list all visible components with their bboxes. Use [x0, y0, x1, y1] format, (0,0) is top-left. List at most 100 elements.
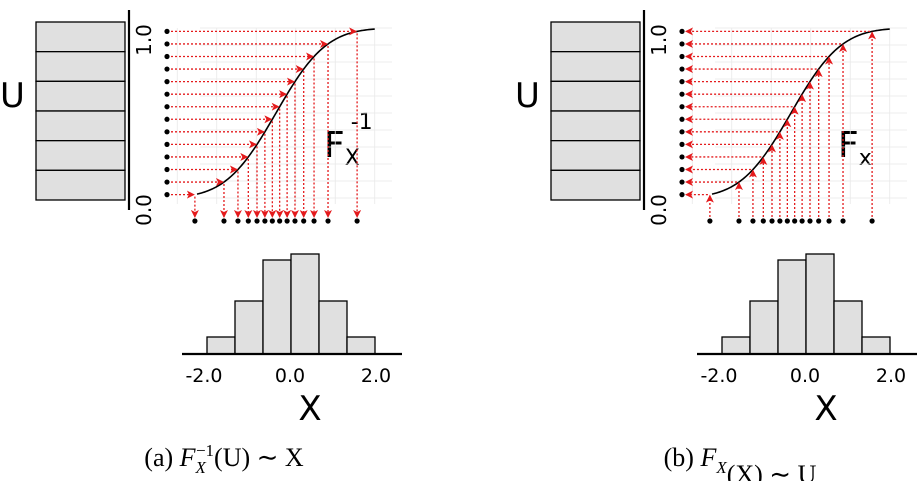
x-tick-right: 2.0 — [361, 365, 391, 387]
uniform-bar — [35, 80, 126, 112]
uniform-bar — [550, 110, 641, 142]
x-sample-dot — [235, 218, 241, 224]
uniform-bar — [35, 21, 126, 53]
x-sample-dot — [311, 218, 317, 224]
uniform-bar — [550, 21, 641, 53]
x-sample-dot — [826, 218, 832, 224]
x-hist-bar — [262, 259, 292, 355]
x-sample-dot — [707, 218, 713, 224]
u-sample-dot — [164, 141, 170, 147]
x-sample-dot — [277, 218, 283, 224]
u-sample-dot — [164, 79, 170, 85]
uniform-bar — [35, 140, 126, 171]
x-sample-dot — [354, 218, 360, 224]
uniform-bar — [35, 169, 126, 201]
u-sample-dot — [164, 116, 170, 122]
x-hist-bar — [721, 336, 751, 355]
u-sample-dot — [679, 179, 685, 185]
u-sample-dot — [679, 116, 685, 122]
x-hist-bar — [861, 336, 891, 355]
u-sample-dot — [164, 28, 170, 34]
x-sample-dot — [807, 218, 813, 224]
x-hist-bar — [805, 253, 835, 355]
x-sample-dot — [777, 218, 783, 224]
u-sample-dot — [679, 53, 685, 60]
u-sample-dot — [164, 91, 170, 97]
x-sample-dot — [760, 218, 766, 224]
x-sample-dot — [869, 218, 875, 224]
u-sample-dot — [164, 66, 170, 72]
x-sample-dot — [301, 218, 307, 224]
caption: (a) FX−1(U) ∼ X — [144, 441, 304, 477]
y-tick-top: 1.0 — [132, 24, 156, 56]
uniform-bar — [35, 51, 126, 82]
u-sample-dot — [164, 179, 170, 185]
x-hist-bar — [749, 300, 779, 355]
x-sample-dot — [221, 218, 227, 224]
x-sample-dot — [750, 218, 756, 224]
x-hist-bar — [290, 253, 320, 355]
u-sample-dot — [164, 53, 170, 60]
x-hist-bar — [234, 300, 264, 355]
u-sample-dot — [164, 166, 170, 173]
x-tick-right: 2.0 — [876, 365, 906, 387]
u-sample-dot — [679, 192, 685, 198]
x-tick-left: -2.0 — [700, 365, 737, 387]
u-sample-dot — [164, 192, 170, 198]
u-sample-dot — [679, 66, 685, 72]
u-sample-dot — [679, 166, 685, 173]
u-sample-dot — [164, 41, 170, 47]
u-sample-dot — [679, 28, 685, 34]
x-sample-dot — [292, 218, 298, 224]
u-label: U — [515, 76, 540, 116]
y-tick-bottom: 0.0 — [647, 194, 671, 226]
x-axis-label: X — [298, 389, 321, 429]
u-sample-dot — [679, 129, 685, 135]
u-sample-dot — [679, 79, 685, 85]
x-sample-dot — [769, 218, 775, 224]
x-sample-dot — [269, 218, 275, 224]
x-sample-dot — [840, 218, 846, 224]
x-sample-dot — [816, 218, 822, 224]
x-sample-dot — [736, 218, 742, 224]
panel-a: U 1.0 0.0 -2.0 0.0 2.0 X FX-1 (a) FX−1(U… — [0, 10, 402, 477]
x-sample-dot — [792, 218, 798, 224]
curve-label: FX-1 — [324, 110, 373, 171]
u-label: U — [0, 76, 25, 116]
x-tick-mid: 0.0 — [790, 365, 820, 387]
panel-b: U 1.0 0.0 -2.0 0.0 2.0 X Fx (b) FX(X) ∼ … — [515, 10, 917, 481]
u-sample-dot — [679, 141, 685, 147]
u-sample-dot — [164, 154, 170, 160]
x-tick-left: -2.0 — [185, 365, 222, 387]
u-sample-dot — [164, 104, 170, 110]
uniform-bar — [550, 80, 641, 112]
x-hist-bar — [777, 259, 807, 355]
x-sample-dot — [325, 218, 331, 224]
x-hist-bar — [318, 300, 348, 355]
uniform-bar — [550, 169, 641, 201]
x-sample-dot — [284, 218, 290, 224]
x-hist-bar — [833, 300, 863, 355]
x-sample-dot — [245, 218, 251, 224]
x-hist-bar — [346, 336, 376, 355]
u-sample-dot — [164, 129, 170, 135]
x-sample-dot — [192, 218, 198, 224]
u-sample-dot — [679, 154, 685, 160]
x-sample-dot — [262, 218, 268, 224]
x-sample-dot — [784, 218, 790, 224]
x-hist-bar — [206, 336, 236, 355]
x-axis-label: X — [814, 389, 837, 429]
uniform-bar — [550, 140, 641, 171]
x-sample-dot — [254, 218, 260, 224]
uniform-bar — [35, 110, 126, 142]
u-sample-dot — [679, 41, 685, 47]
x-tick-mid: 0.0 — [275, 365, 305, 387]
y-tick-top: 1.0 — [647, 24, 671, 56]
u-sample-dot — [679, 104, 685, 110]
x-sample-dot — [799, 218, 805, 224]
u-sample-dot — [679, 91, 685, 97]
y-tick-bottom: 0.0 — [132, 194, 156, 226]
uniform-bar — [550, 51, 641, 82]
caption: (b) FX(X) ∼ U — [664, 443, 817, 481]
